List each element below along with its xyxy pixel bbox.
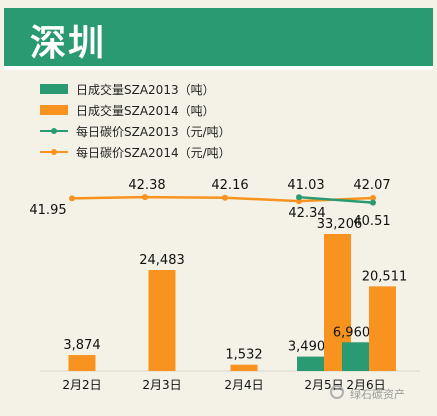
legend-label: 日成交量SZA2013（吨） xyxy=(76,83,215,97)
point-price-2013 xyxy=(296,194,302,201)
data-label-volume-2014: 3,874 xyxy=(63,338,100,353)
point-price-2014 xyxy=(222,194,228,201)
data-label-volume-2014: 24,483 xyxy=(139,253,185,268)
legend-marker-price-2013 xyxy=(51,128,57,134)
legend-item-price-2014: 每日碳价SZA2014（元/吨） xyxy=(40,143,300,163)
data-label-volume-2014: 1,532 xyxy=(225,348,262,363)
point-price-2014 xyxy=(370,195,376,201)
data-label-volume-2013: 3,490 xyxy=(288,340,325,355)
data-label-price-2014: 41.03 xyxy=(287,178,324,193)
series-line-price-2013 xyxy=(298,195,374,204)
data-label-volume-2014: 20,511 xyxy=(362,269,408,284)
legend-marker-price-2014 xyxy=(51,149,57,155)
legend-label: 日成交量SZA2014（吨） xyxy=(76,104,215,118)
data-label-volume-2013: 6,960 xyxy=(333,325,370,340)
point-price-2014 xyxy=(69,195,75,202)
wechat-icon xyxy=(330,385,344,399)
bar-volume-2014 xyxy=(148,269,176,371)
point-price-2013 xyxy=(370,199,376,206)
watermark-text: 绿石碳资产 xyxy=(350,388,405,401)
legend-label: 每日碳价SZA2014（元/吨） xyxy=(76,146,231,160)
data-label-price-2014: 42.16 xyxy=(211,178,248,193)
title-banner: 深圳 xyxy=(4,8,433,70)
bar-volume-2013 xyxy=(297,356,324,371)
legend-swatch-volume-2013 xyxy=(40,84,68,94)
bar-volume-2014 xyxy=(230,364,258,371)
x-tick-label: 2月2日 xyxy=(62,378,101,392)
data-label-price-2014: 42.07 xyxy=(353,178,390,193)
data-label-price-2014: 42.38 xyxy=(128,178,165,193)
legend-item-price-2013: 每日碳价SZA2013（元/吨） xyxy=(40,122,300,142)
bar-volume-2013 xyxy=(342,342,369,371)
x-tick-label: 2月4日 xyxy=(224,378,263,392)
bar-volume-2014 xyxy=(68,355,96,371)
legend-label: 每日碳价SZA2013（元/吨） xyxy=(76,125,231,139)
data-label-price-2013: 42.34 xyxy=(288,206,325,221)
bar-volume-2014 xyxy=(369,286,396,371)
legend-swatch-volume-2014 xyxy=(40,105,68,115)
x-tick-label: 2月6日 xyxy=(346,378,385,392)
x-tick-label: 2月3日 xyxy=(142,378,181,392)
data-label-price-2013: 40.51 xyxy=(353,214,390,229)
chart-title: 深圳 xyxy=(30,23,107,64)
legend-item-volume-2014: 日成交量SZA2014（吨） xyxy=(40,101,300,121)
point-price-2014 xyxy=(142,194,148,201)
legend-item-volume-2013: 日成交量SZA2013（吨） xyxy=(40,80,300,100)
data-label-volume-2014: 33,206 xyxy=(317,217,363,232)
data-label-price-2014: 41.95 xyxy=(29,203,66,218)
